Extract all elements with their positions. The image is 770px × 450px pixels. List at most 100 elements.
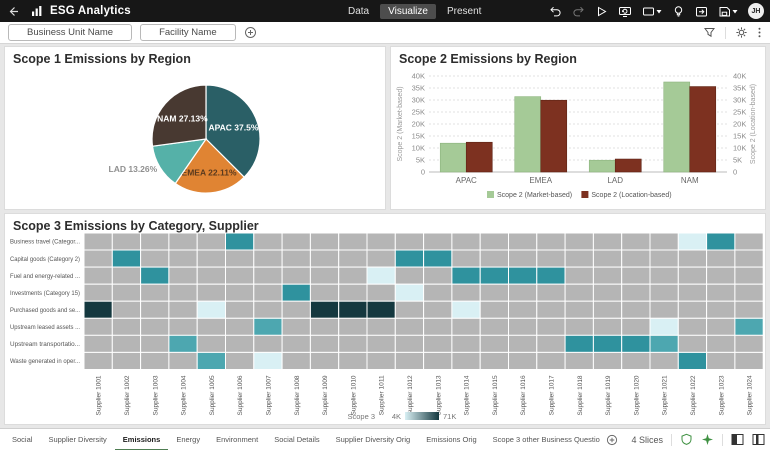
heatmap-cell[interactable] [83,317,113,336]
heatmap-cell[interactable] [621,351,651,370]
heatmap-cell[interactable] [592,317,623,336]
heatmap-cell[interactable] [366,266,396,285]
save-button[interactable] [718,5,738,18]
heatmap-cell[interactable] [508,351,538,370]
heatmap-cell[interactable] [366,300,396,319]
heatmap-cell[interactable] [253,232,283,251]
heatmap-cell[interactable] [706,351,736,370]
export-button[interactable] [695,5,708,18]
heatmap-cell[interactable] [309,283,340,302]
heatmap-cell[interactable] [536,300,566,319]
heatmap-cell[interactable] [309,334,340,353]
heatmap-cell[interactable] [140,249,170,268]
heatmap-cell[interactable] [225,334,255,353]
heatmap-cell[interactable] [111,300,142,319]
tab-visualize[interactable]: Visualize [380,3,436,19]
heatmap-cell[interactable] [479,334,510,353]
heatmap-cell[interactable] [734,266,764,285]
heatmap-cell[interactable] [225,300,255,319]
heatmap-cell[interactable] [649,300,679,319]
undo-button[interactable] [549,5,562,18]
heatmap-cell[interactable] [734,334,764,353]
heatmap-cell[interactable] [196,317,226,336]
heatmap-cell[interactable] [253,317,283,336]
heatmap-cell[interactable] [366,317,396,336]
heatmap-cell[interactable] [564,283,594,302]
heatmap-cell[interactable] [196,232,226,251]
heatmap-cell[interactable] [451,317,481,336]
pie-slice-emea[interactable] [174,138,246,194]
canvas-tab-environment[interactable]: Environment [216,434,259,444]
heatmap-cell[interactable] [111,232,142,251]
heatmap-cell[interactable] [111,283,142,302]
heatmap-cell[interactable] [621,283,651,302]
heatmap-cell[interactable] [225,266,255,285]
heatmap-cell[interactable] [168,300,198,319]
heatmap-cell[interactable] [677,300,708,319]
heatmap-cell[interactable] [451,249,481,268]
heatmap-cell[interactable] [479,351,510,370]
heatmap-cell[interactable] [168,317,198,336]
heatmap-cell[interactable] [83,249,113,268]
heatmap-cell[interactable] [281,334,311,353]
heatmap-cell[interactable] [621,249,651,268]
heatmap-cell[interactable] [309,351,340,370]
preview-button[interactable] [595,5,608,18]
heatmap-cell[interactable] [338,232,368,251]
layout-columns-toggle[interactable] [752,433,765,446]
heatmap-cell[interactable] [479,300,510,319]
heatmap-cell[interactable] [394,300,425,319]
heatmap-cell[interactable] [677,317,708,336]
heatmap-cell[interactable] [338,334,368,353]
heatmap-cell[interactable] [536,283,566,302]
heatmap-cell[interactable] [168,351,198,370]
heatmap-cell[interactable] [621,317,651,336]
heatmap-cell[interactable] [536,266,566,285]
heatmap-cell[interactable] [508,283,538,302]
heatmap-cell[interactable] [225,283,255,302]
bar-lad-series0[interactable] [588,159,616,173]
heatmap-cell[interactable] [83,232,113,251]
heatmap-cell[interactable] [649,266,679,285]
redo-button[interactable] [572,5,585,18]
heatmap-cell[interactable] [168,232,198,251]
heatmap-cell[interactable] [196,249,226,268]
heatmap-cell[interactable] [423,300,453,319]
tab-data[interactable]: Data [348,5,370,17]
heatmap-cell[interactable] [225,232,255,251]
heatmap-cell[interactable] [423,317,453,336]
heatmap-cell[interactable] [706,300,736,319]
heatmap-cell[interactable] [111,351,142,370]
heatmap-cell[interactable] [423,334,453,353]
heatmap-cell[interactable] [196,266,226,285]
canvas-tab-social[interactable]: Social [12,434,33,444]
heatmap-cell[interactable] [592,283,623,302]
heatmap-cell[interactable] [309,249,340,268]
heatmap-cell[interactable] [111,334,142,353]
heatmap-cell[interactable] [281,249,311,268]
heatmap-cell[interactable] [309,300,340,319]
heatmap-cell[interactable] [621,300,651,319]
heatmap-cell[interactable] [253,266,283,285]
heatmap-cell[interactable] [111,249,142,268]
heatmap-cell[interactable] [734,300,764,319]
heatmap-cell[interactable] [338,351,368,370]
heatmap-cell[interactable] [309,317,340,336]
heatmap-cell[interactable] [423,351,453,370]
heatmap-cell[interactable] [309,266,340,285]
heatmap-cell[interactable] [508,249,538,268]
heatmap-cell[interactable] [564,266,594,285]
data-quality-button[interactable] [680,433,693,446]
heatmap-cell[interactable] [394,266,425,285]
heatmap-cell[interactable] [479,283,510,302]
heatmap-cell[interactable] [677,232,708,251]
heatmap-cell[interactable] [649,317,679,336]
heatmap-cell[interactable] [508,317,538,336]
heatmap-cell[interactable] [111,317,142,336]
heatmap-cell[interactable] [592,334,623,353]
avatar[interactable]: JH [748,3,764,19]
canvas-tab-scope3-other[interactable]: Scope 3 other Business Questions [492,434,600,444]
heatmap-cell[interactable] [536,232,566,251]
heatmap-cell[interactable] [677,351,708,370]
canvas-tab-emissions-orig[interactable]: Emissions Orig [426,434,477,444]
